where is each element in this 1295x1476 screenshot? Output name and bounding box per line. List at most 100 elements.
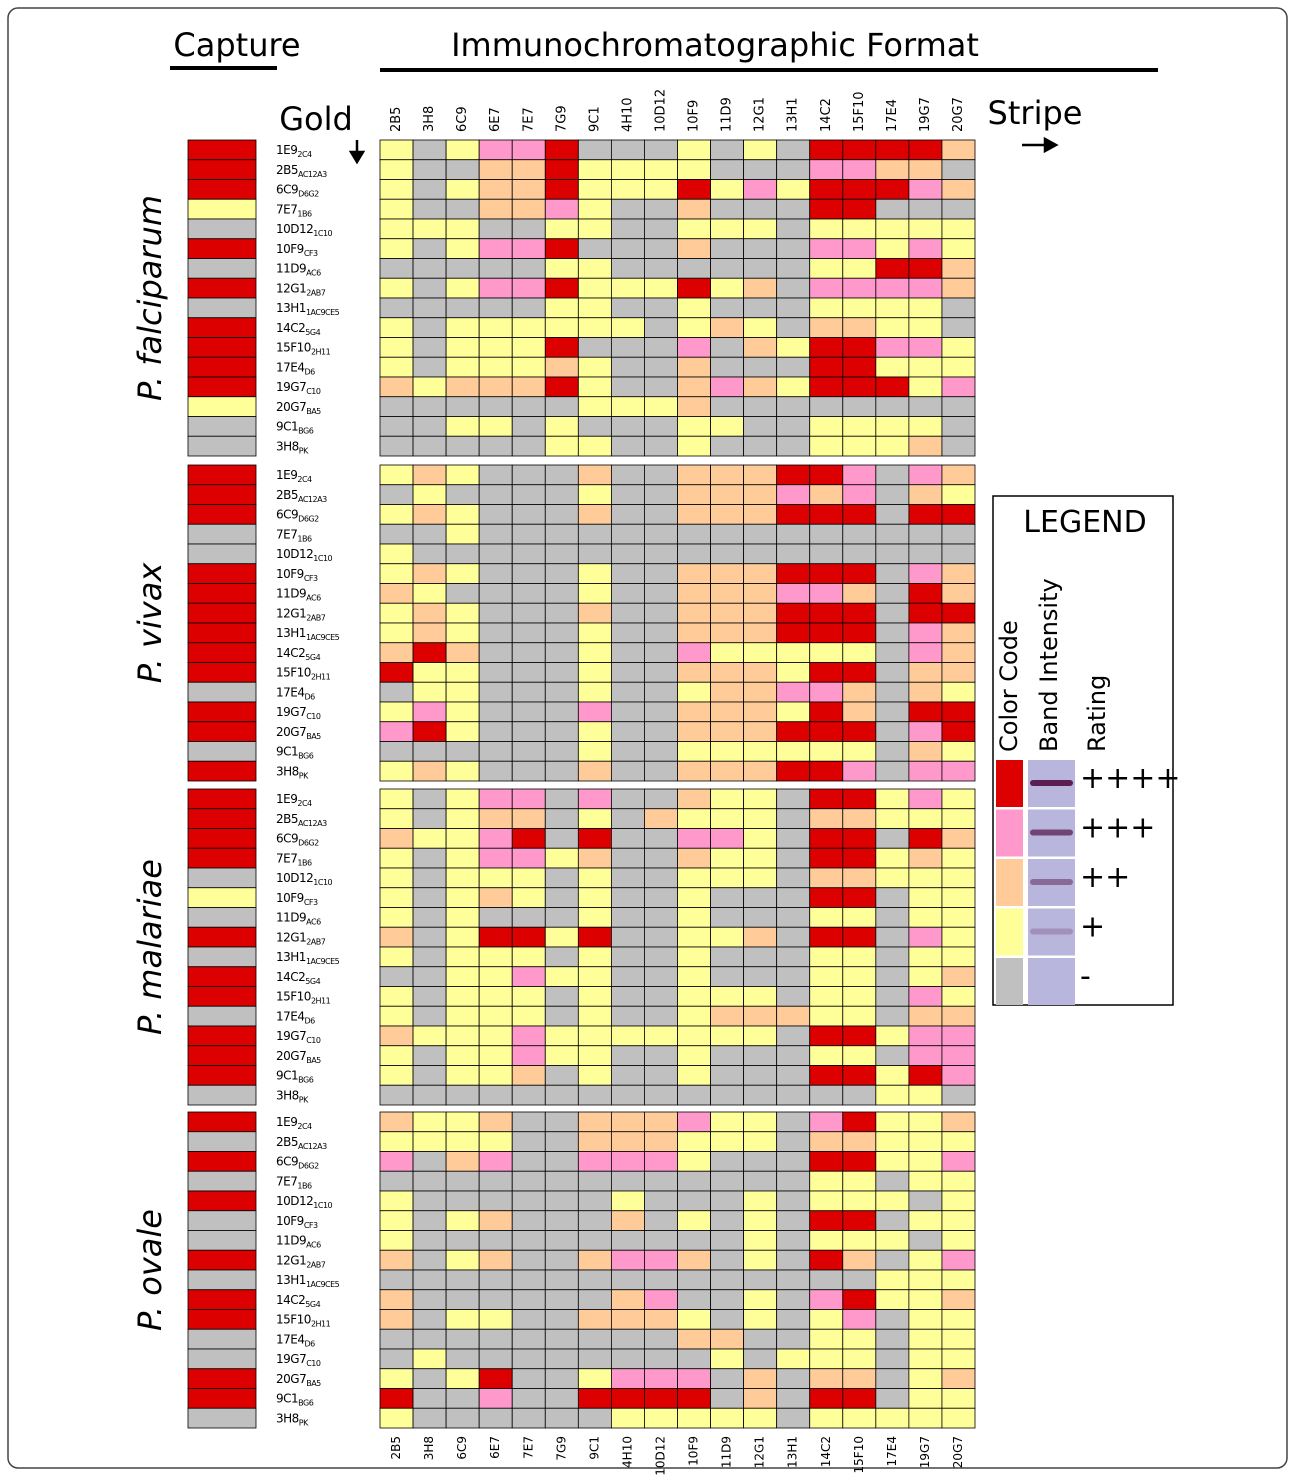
row-subscript: BA5 [306,1056,321,1065]
cell [876,1310,909,1330]
row-subscript: D6 [305,692,316,701]
cell [413,140,446,160]
cell [380,643,413,663]
cell [479,140,512,160]
row-subscript: AC6 [306,594,321,603]
cell [644,199,677,219]
cell [413,809,446,829]
cell [876,809,909,829]
cell [810,1132,843,1152]
row-label: 12G12AB7 [276,281,326,297]
cell [446,505,479,525]
cell [711,505,744,525]
capture-cell [188,1152,256,1172]
cell [380,623,413,643]
cell [611,987,644,1007]
capture-cell [188,1211,256,1231]
cell [644,927,677,947]
cell [942,603,975,623]
cell [545,789,578,809]
cell [413,436,446,456]
cell [843,761,876,781]
cell [843,259,876,279]
cell [611,1211,644,1231]
cell [678,722,711,742]
cell [876,180,909,200]
cell [611,888,644,908]
cell [578,789,611,809]
cell [578,888,611,908]
cell [479,761,512,781]
cell [578,829,611,849]
cell [545,1026,578,1046]
legend-swatch [996,958,1023,1005]
cell [512,1171,545,1191]
cell [876,1369,909,1389]
row-subscript: D6G2 [298,1162,319,1171]
cell [810,663,843,683]
cell [909,259,942,279]
cell [413,1211,446,1231]
row-name: 9C1 [276,1392,298,1406]
row-name: 1E9 [276,1115,297,1129]
row-name: 17E4 [276,1332,305,1346]
capture-cell [188,947,256,967]
cell [909,722,942,742]
cell [380,397,413,417]
cell [545,1389,578,1409]
cell [545,436,578,456]
cell [876,417,909,437]
cell [644,908,677,928]
cell [380,1211,413,1231]
cell [446,239,479,259]
cell [876,682,909,702]
row-label: 10F9CF3 [276,891,318,907]
cell [810,417,843,437]
cell [545,927,578,947]
cell [512,564,545,584]
cell [810,1310,843,1330]
cell [744,1389,777,1409]
cell [711,868,744,888]
row-subscript: 1C10 [313,878,332,887]
cell [644,848,677,868]
cell [413,298,446,318]
cell [578,1290,611,1310]
cell [942,1006,975,1026]
cell [611,1085,644,1105]
cell [711,1152,744,1172]
cell [909,927,942,947]
cell [711,524,744,544]
cell [810,603,843,623]
cell [446,1026,479,1046]
cell [711,485,744,505]
row-name: 11D9 [276,911,306,925]
cell [545,761,578,781]
capture-cell [188,259,256,279]
cell [678,761,711,781]
cell [744,1085,777,1105]
row-name: 13H1 [276,1273,306,1287]
row-name: 14C2 [276,646,305,660]
column-label: 7G9 [554,1436,568,1461]
cell [380,967,413,987]
cell [744,1290,777,1310]
cell [611,485,644,505]
cell [446,140,479,160]
row-subscript: 2H11 [311,1320,331,1329]
cell [611,1152,644,1172]
cell [909,1171,942,1191]
cell [413,1046,446,1066]
cell [413,702,446,722]
cell [678,643,711,663]
figure: Capture Immunochromatographic Format Gol… [0,0,1295,1476]
cell [413,1389,446,1409]
row-label: 10D121C10 [276,547,333,563]
row-name: 2B5 [276,1135,298,1149]
cell [380,722,413,742]
cell [909,1191,942,1211]
column-label: 10F9 [687,1436,701,1466]
cell [810,643,843,663]
cell [446,219,479,239]
cell [512,436,545,456]
